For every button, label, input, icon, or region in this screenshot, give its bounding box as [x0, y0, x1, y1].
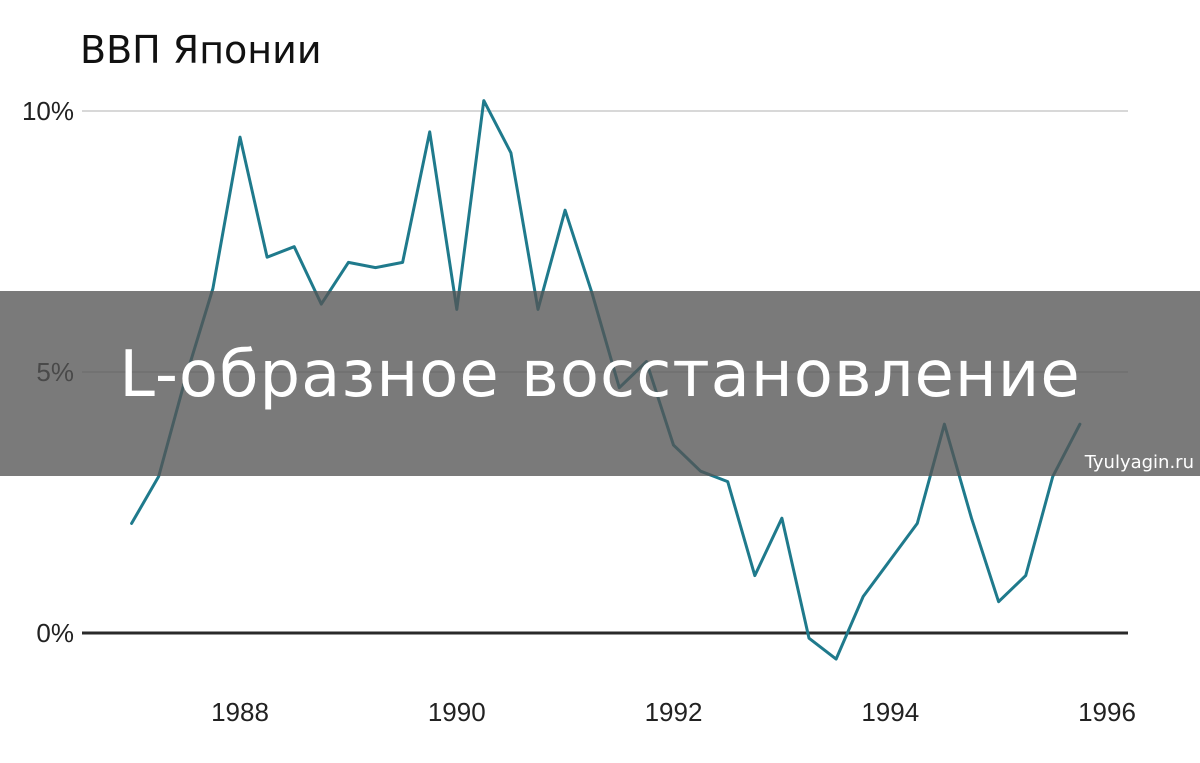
headline-text: L-образное восстановление [119, 338, 1081, 412]
x-tick-labels: 1988 1990 1992 1994 1996 [211, 697, 1136, 727]
y-tick-label: 10% [22, 96, 74, 126]
y-tick-label: 0% [36, 618, 74, 648]
x-tick-label: 1988 [211, 697, 269, 727]
watermark-text: Tyulyagin.ru [1084, 452, 1194, 473]
x-tick-label: 1990 [428, 697, 486, 727]
chart-title: ВВП Японии [80, 28, 322, 72]
x-tick-label: 1996 [1078, 697, 1136, 727]
x-tick-label: 1992 [645, 697, 703, 727]
headline-banner [0, 291, 1200, 476]
x-tick-label: 1994 [861, 697, 919, 727]
